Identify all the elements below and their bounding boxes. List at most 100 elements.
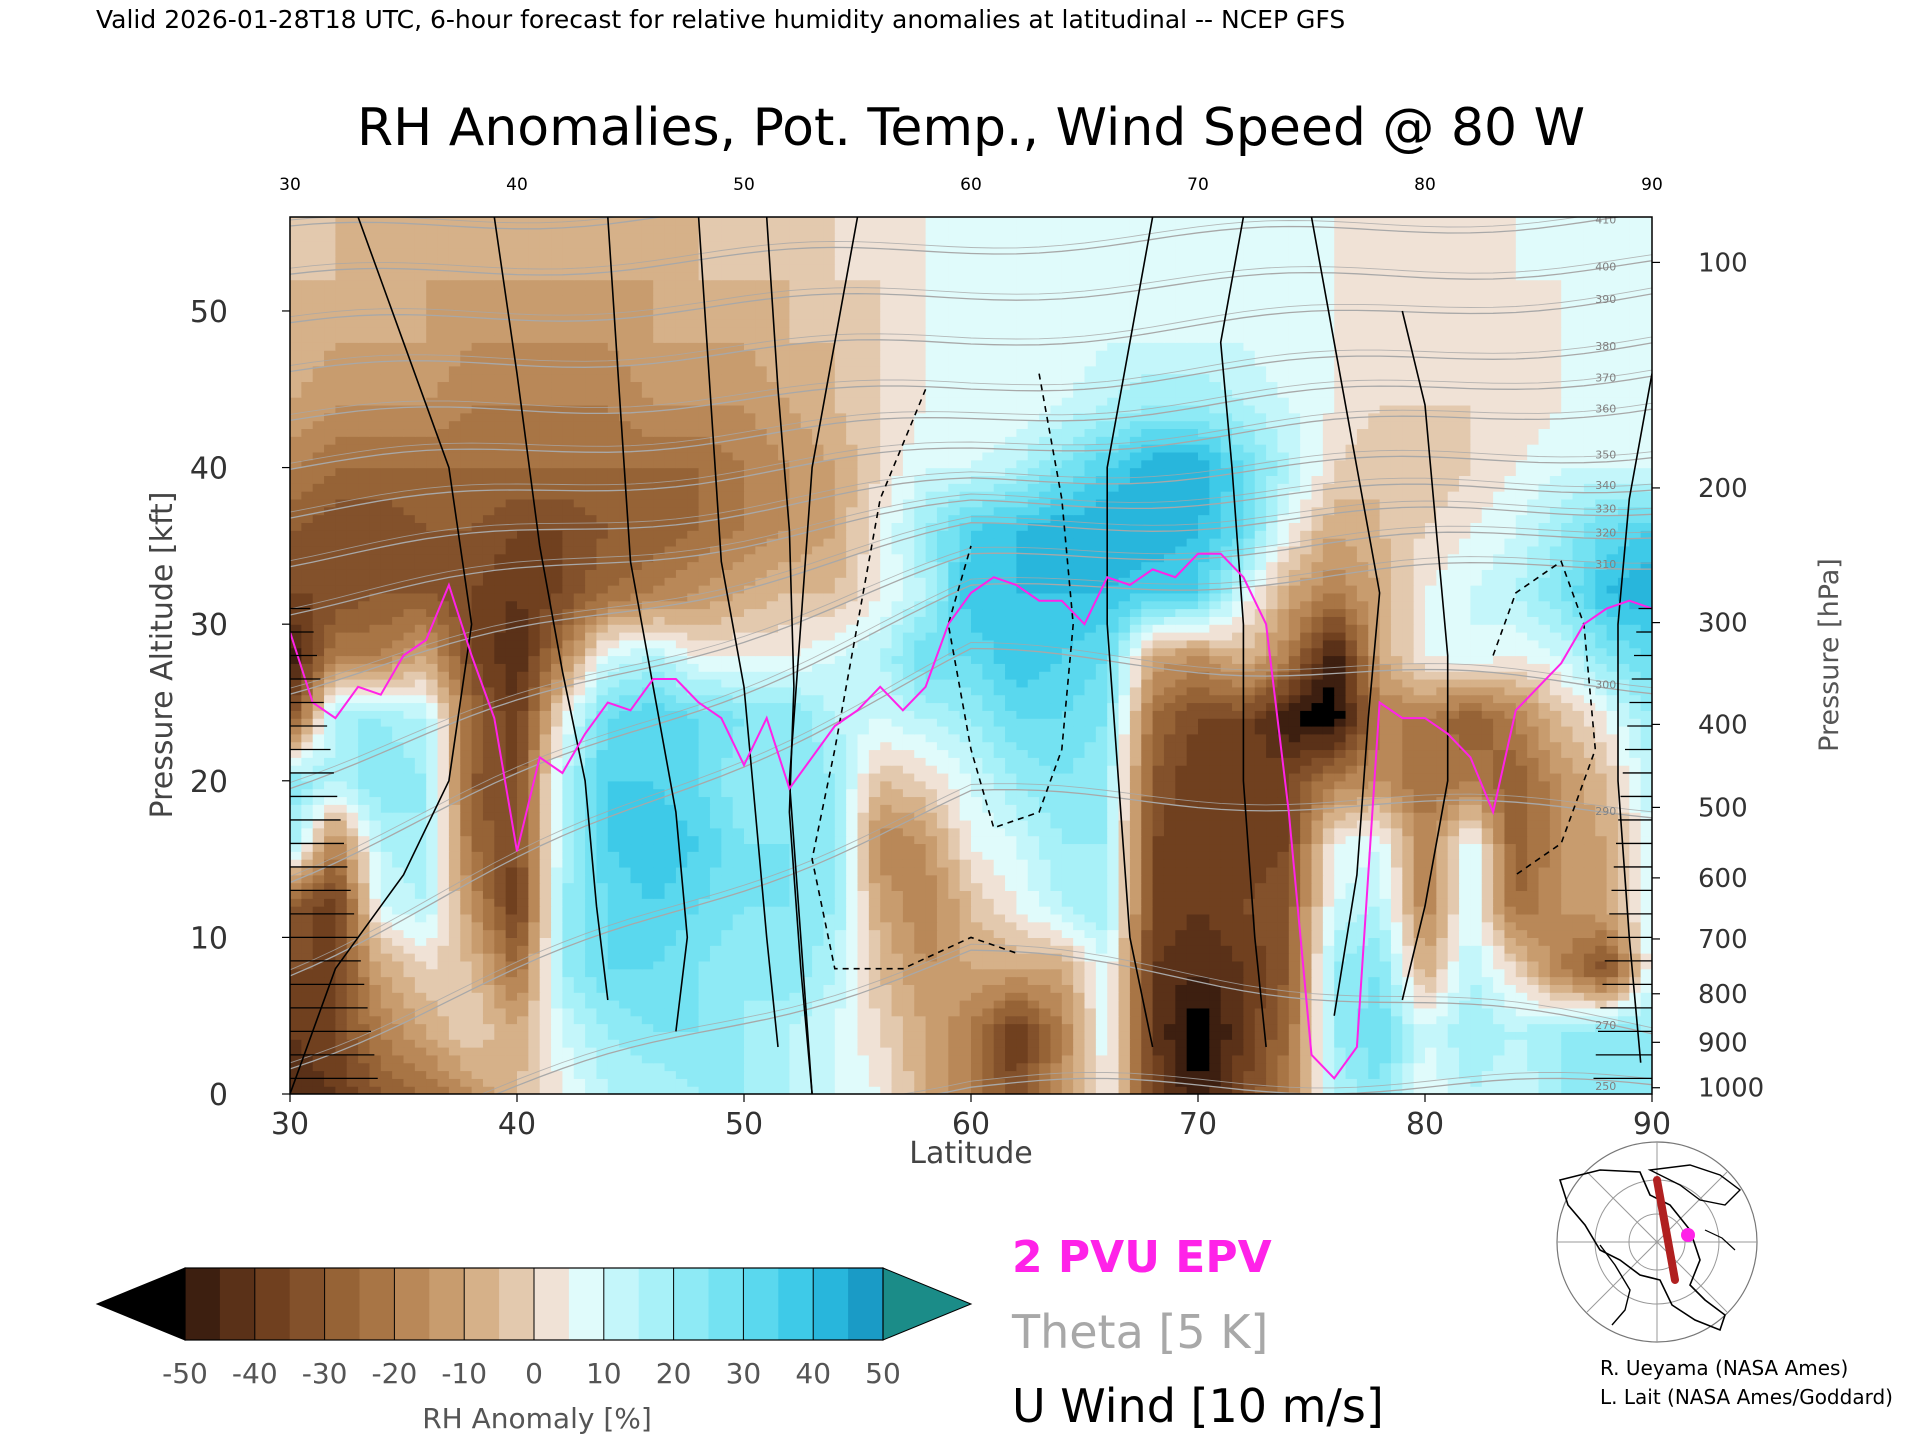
heatmap-cell	[403, 921, 416, 931]
heatmap-cell	[1436, 960, 1449, 970]
heatmap-cell	[1118, 1031, 1131, 1040]
heatmap-cell	[721, 1047, 734, 1056]
heatmap-cell	[948, 984, 961, 993]
heatmap-cell	[505, 851, 518, 860]
heatmap-cell	[1515, 1023, 1528, 1032]
heatmap-cell	[868, 960, 881, 970]
heatmap-cell	[902, 1054, 915, 1064]
heatmap-cell	[1243, 984, 1256, 993]
heatmap-cell	[664, 1031, 677, 1040]
heatmap-cell	[630, 898, 643, 907]
heatmap-cell	[630, 945, 643, 954]
heatmap-cell	[369, 945, 382, 954]
heatmap-cell	[1050, 953, 1063, 962]
heatmap-cell	[800, 1078, 813, 1087]
heatmap-cell	[641, 819, 654, 829]
heatmap-cell	[993, 874, 1006, 884]
heatmap-cell	[1356, 859, 1369, 868]
heatmap-cell	[868, 976, 881, 985]
heatmap-cell	[721, 835, 734, 845]
heatmap-cell	[482, 843, 495, 852]
heatmap-cell	[437, 945, 450, 954]
heatmap-cell	[1016, 976, 1029, 985]
heatmap-cell	[653, 1007, 666, 1017]
heatmap-cell	[528, 765, 541, 774]
heatmap-cell	[800, 859, 813, 868]
heatmap-cell	[1640, 812, 1652, 821]
heatmap-cell	[1095, 780, 1108, 790]
heatmap-cell	[732, 859, 745, 868]
heatmap-cell	[971, 812, 983, 821]
heatmap-cell	[1005, 765, 1017, 774]
heatmap-cell	[1107, 772, 1120, 782]
heatmap-cell	[573, 804, 586, 813]
heatmap-cell	[1356, 913, 1369, 923]
heatmap-cell	[868, 1070, 881, 1079]
heatmap-cell	[1266, 953, 1279, 962]
heatmap-cell	[528, 898, 541, 907]
heatmap-cell	[1436, 1023, 1449, 1032]
heatmap-cell	[993, 819, 1006, 829]
heatmap-cell	[914, 1070, 927, 1079]
heatmap-cell	[539, 780, 552, 790]
heatmap-cell	[346, 921, 359, 931]
heatmap-cell	[460, 780, 473, 790]
heatmap-cell	[755, 804, 768, 813]
heatmap-cell	[1198, 1078, 1210, 1087]
heatmap-cell	[789, 1015, 802, 1025]
heatmap-cell	[891, 968, 904, 978]
heatmap-cell	[1606, 1007, 1619, 1017]
heatmap-cell	[812, 765, 825, 774]
heatmap-cell	[925, 851, 938, 860]
heatmap-cell	[1198, 788, 1210, 798]
heatmap-cell	[1163, 835, 1176, 845]
heatmap-cell	[766, 835, 779, 845]
heatmap-cell	[1617, 780, 1630, 790]
heatmap-cell	[1254, 866, 1267, 876]
heatmap-cell	[1493, 812, 1506, 821]
heatmap-cell	[732, 1000, 745, 1009]
heatmap-cell	[675, 921, 688, 931]
heatmap-cell	[528, 1078, 541, 1087]
heatmap-cell	[1572, 796, 1585, 805]
heatmap-cell	[1527, 1007, 1540, 1017]
heatmap-cell	[1186, 921, 1199, 931]
heatmap-cell	[778, 945, 790, 954]
heatmap-cell	[1061, 859, 1074, 868]
heatmap-cell	[1606, 851, 1619, 860]
heatmap-cell	[1050, 1086, 1063, 1094]
heatmap-cell	[812, 1078, 825, 1087]
heatmap-cell	[528, 1015, 541, 1025]
heatmap-cell	[1595, 1000, 1608, 1009]
heatmap-cell	[1107, 819, 1120, 829]
heatmap-cell	[1232, 1007, 1244, 1017]
heatmap-cell	[709, 1070, 722, 1079]
heatmap-cell	[880, 1039, 893, 1048]
heatmap-cell	[1515, 992, 1528, 1001]
heatmap-cell	[1334, 1054, 1347, 1064]
heatmap-cell	[1220, 906, 1233, 915]
heatmap-cell	[834, 898, 847, 907]
heatmap-cell	[358, 929, 371, 938]
heatmap-cell	[868, 780, 881, 790]
heatmap-cell	[1470, 1086, 1483, 1094]
heatmap-cell	[312, 1086, 325, 1094]
heatmap-cell	[1390, 1031, 1403, 1040]
heatmap-cell	[891, 866, 904, 876]
heatmap-cell	[1129, 1078, 1142, 1087]
heatmap-cell	[1198, 819, 1210, 829]
heatmap-cell	[891, 804, 904, 813]
heatmap-cell	[471, 953, 484, 962]
heatmap-cell	[891, 843, 904, 852]
heatmap-cell	[744, 1054, 756, 1064]
heatmap-cell	[562, 906, 575, 915]
heatmap-cell	[755, 1086, 768, 1094]
heatmap-cell	[290, 976, 302, 985]
heatmap-cell	[1504, 827, 1517, 837]
heatmap-cell	[653, 921, 666, 931]
heatmap-cell	[698, 1078, 711, 1087]
heatmap-cell	[1470, 968, 1483, 978]
heatmap-cell	[664, 835, 677, 845]
heatmap-cell	[392, 780, 405, 790]
heatmap-cell	[1595, 1039, 1608, 1048]
